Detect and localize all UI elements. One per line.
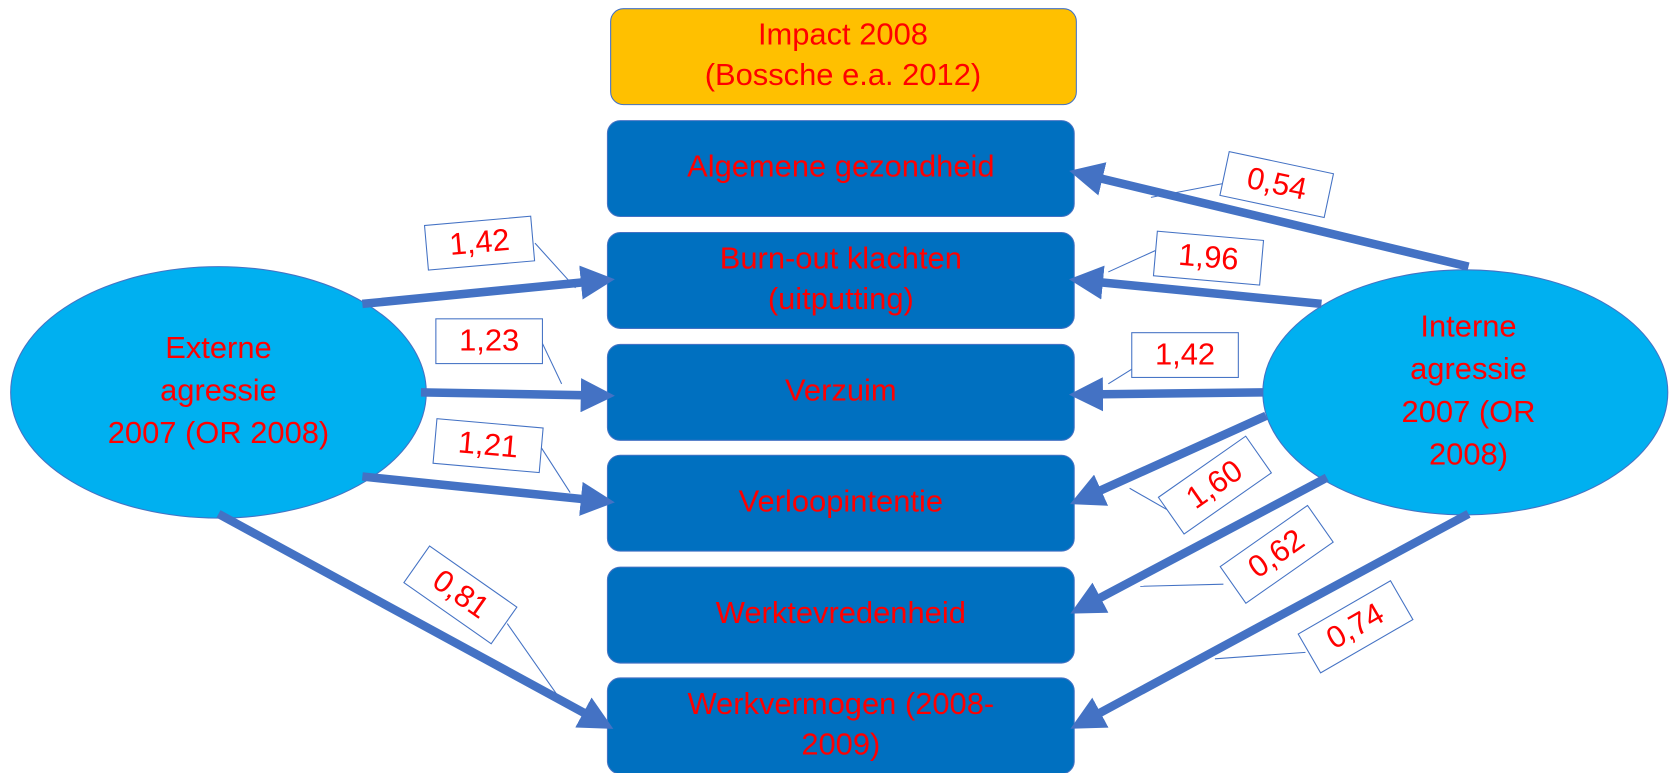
edge-label: 1,23: [435, 318, 543, 365]
arrow: [1070, 473, 1329, 614]
label-box: [403, 545, 518, 645]
label-box: [1219, 504, 1334, 604]
outcome-box: [606, 566, 1075, 664]
source-text: Interne: [1420, 309, 1516, 344]
arrow: [361, 472, 615, 516]
edge-label: 1,42: [1131, 332, 1239, 378]
outcome-text: Verloopintentie: [739, 483, 943, 518]
source-text: Externe: [165, 330, 271, 365]
label-text: 1,96: [1177, 237, 1240, 277]
outcome-text: Verzuim: [785, 373, 897, 408]
leader-line: [540, 447, 571, 493]
edge-label: 0,81: [403, 545, 518, 645]
label-text: 1,42: [1155, 336, 1215, 371]
label-box: [435, 318, 543, 365]
outcome-text: Werkvermogen (2008-: [687, 686, 994, 721]
label-box: [1152, 230, 1265, 286]
source-text: 2008): [1429, 436, 1508, 471]
edge-label: 1,21: [432, 418, 544, 474]
edge-label: 0,54: [1219, 150, 1335, 219]
outcome-text: Algemene gezondheid: [687, 149, 994, 184]
edge-label: 0,62: [1219, 504, 1334, 604]
leader-line: [540, 340, 563, 385]
leader-line: [1150, 182, 1224, 198]
label-box: [1297, 580, 1414, 674]
leader-line: [1214, 651, 1306, 660]
arrow: [216, 510, 614, 729]
edge-label: 1,96: [1152, 230, 1265, 286]
source-text: 2007 (OR: [1402, 394, 1536, 429]
label-text: 1,42: [448, 222, 511, 262]
arrow: [1068, 377, 1263, 412]
arrow: [1070, 510, 1471, 729]
header-text: (Bossche e.a. 2012): [705, 57, 981, 92]
header-text: Impact 2008: [758, 17, 928, 52]
leader-line: [506, 623, 560, 699]
arrow: [1068, 265, 1322, 309]
outcome-text: (uitputting): [768, 281, 914, 316]
label-box: [432, 418, 544, 474]
leader-line: [1140, 583, 1224, 587]
label-box: [1131, 332, 1239, 378]
label-text: 1,21: [457, 424, 520, 464]
outcome-text: Werktevredenheid: [716, 595, 966, 630]
leader-line: [1129, 487, 1168, 511]
arrow: [1070, 411, 1268, 506]
label-text: 1,23: [459, 322, 519, 357]
source-text: agressie: [160, 373, 277, 408]
source-text: agressie: [1410, 351, 1527, 386]
label-box: [1157, 435, 1273, 535]
label-box: [423, 215, 536, 271]
outcome-text: Burn-out klachten: [720, 240, 962, 275]
edge-label: 1,42: [423, 215, 536, 271]
leader-line: [534, 242, 576, 289]
arrow: [420, 378, 615, 413]
source-text: 2007 (OR 2008): [108, 415, 330, 450]
leader-line: [1108, 250, 1156, 273]
header-box: [610, 8, 1077, 106]
outcome-text: 2009): [801, 726, 880, 761]
arrow: [361, 265, 615, 309]
arrow: [1069, 162, 1470, 271]
label-box: [1219, 150, 1335, 219]
